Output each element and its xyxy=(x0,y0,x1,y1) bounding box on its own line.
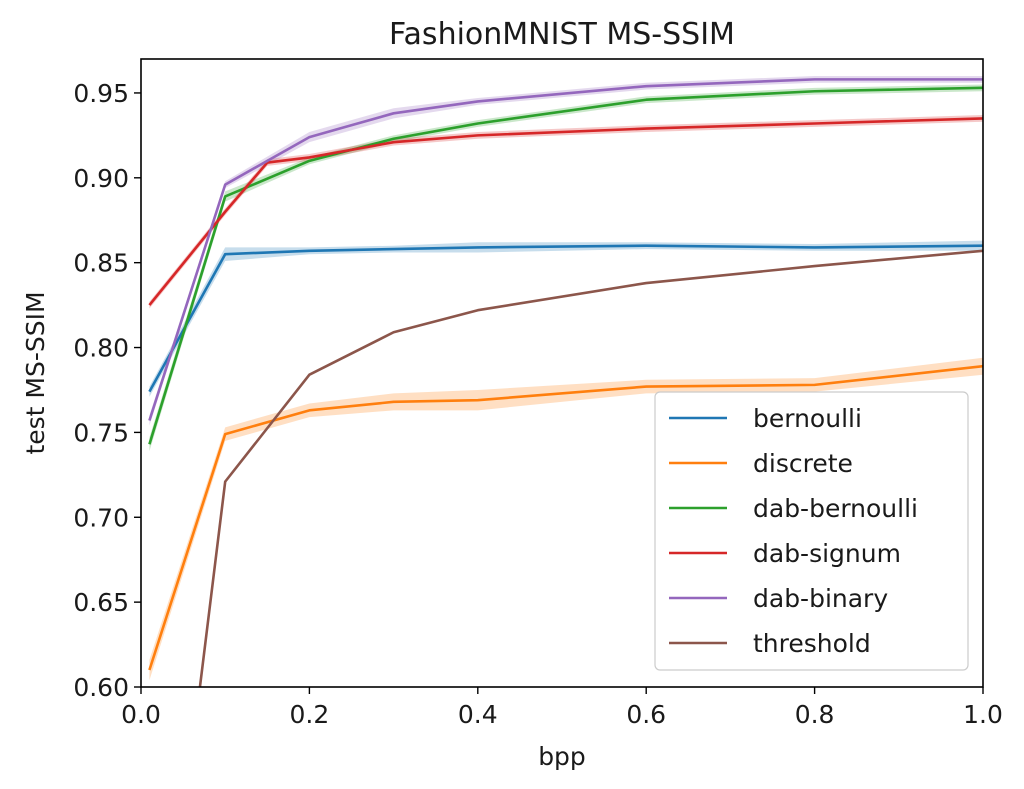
y-tick-label: 0.60 xyxy=(73,673,129,702)
legend-label-dab-binary: dab-binary xyxy=(753,584,888,613)
x-tick-label: 0.0 xyxy=(121,700,161,729)
legend-label-dab-signum: dab-signum xyxy=(753,539,901,568)
legend-label-dab-bernoulli: dab-bernoulli xyxy=(753,494,918,523)
y-tick-label: 0.95 xyxy=(73,79,129,108)
series-line-dab-bernoulli xyxy=(148,86,983,445)
legend-label-bernoulli: bernoulli xyxy=(753,404,862,433)
band-bernoulli xyxy=(149,240,983,397)
y-tick-label: 0.80 xyxy=(73,334,129,363)
y-tick-label: 0.70 xyxy=(73,503,129,532)
y-tick-label: 0.90 xyxy=(73,164,129,193)
confidence-bands xyxy=(149,75,983,687)
x-tick-label: 0.6 xyxy=(626,700,666,729)
x-axis-label: bpp xyxy=(538,742,586,771)
x-axis: 0.0 0.2 0.4 0.6 0.8 1.0 xyxy=(121,687,1003,729)
y-tick-label: 0.75 xyxy=(73,418,129,447)
y-tick-label: 0.85 xyxy=(73,249,129,278)
x-tick-label: 1.0 xyxy=(963,700,1003,729)
y-tick-label: 0.65 xyxy=(73,588,129,617)
x-tick-label: 0.2 xyxy=(290,700,330,729)
legend-box xyxy=(654,391,969,671)
series-lines xyxy=(148,78,983,687)
series-line-discrete xyxy=(148,364,983,671)
series-line-dab-binary xyxy=(148,78,983,421)
series-line-bernoulli xyxy=(148,244,983,393)
chart-title: FashionMNIST MS-SSIM xyxy=(389,17,735,52)
legend-label-threshold: threshold xyxy=(753,629,871,658)
legend-label-discrete: discrete xyxy=(753,449,853,478)
x-tick-label: 0.8 xyxy=(795,700,835,729)
y-axis-label: test MS-SSIM xyxy=(21,291,50,454)
y-axis: 0.60 0.65 0.70 0.75 0.80 0.85 0.90 0.95 xyxy=(73,79,141,702)
legend: bernoulli discrete dab-bernoulli dab-signum… xyxy=(654,391,969,671)
band-dab-signum xyxy=(149,115,983,309)
x-tick-label: 0.4 xyxy=(458,700,498,729)
plot-frame xyxy=(140,58,984,688)
series-line-threshold xyxy=(198,249,983,687)
series-line-dab-signum xyxy=(148,117,983,306)
